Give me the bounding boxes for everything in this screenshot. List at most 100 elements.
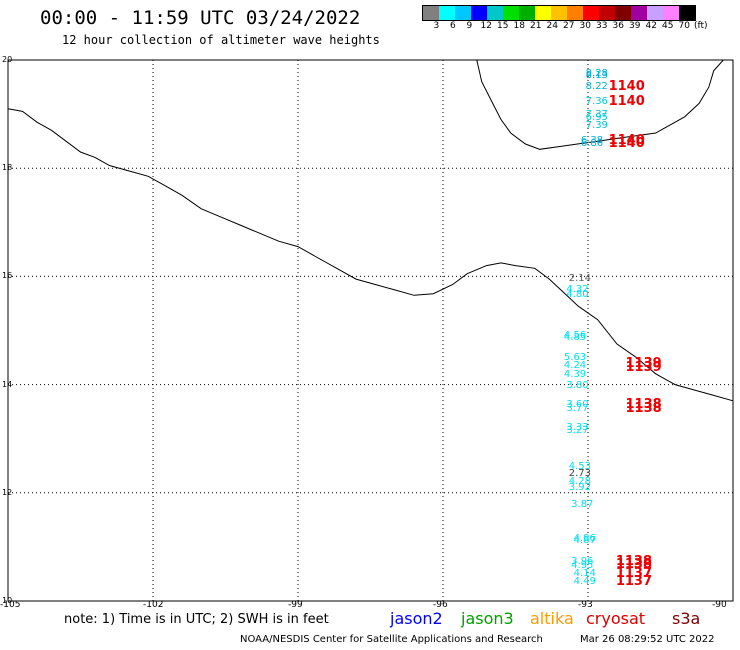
pass-number: 1137: [615, 574, 653, 590]
wave-height-value: 6.38: [580, 135, 604, 147]
latitude-tick-label: 12: [2, 487, 13, 497]
colorbar-label: 24: [546, 21, 558, 31]
wave-height-value: 4.14: [573, 567, 596, 579]
colorbar-swatch: [631, 6, 647, 20]
colorbar-label: 27: [563, 21, 575, 31]
longitude-tick-label: -99: [288, 600, 303, 610]
wave-height-value: 3.60: [566, 399, 589, 411]
gulf-coastline: [476, 59, 724, 150]
colorbar-swatch: [551, 6, 567, 20]
wave-height-value: 4.32: [566, 283, 589, 295]
mission-label-s3a: s3a: [672, 609, 701, 628]
wave-height-value: 4.49: [573, 576, 596, 588]
colorbar-swatch: [663, 6, 679, 20]
colorbar-label: 36: [612, 21, 624, 31]
coastline: [7, 59, 734, 402]
pass-number: 1139: [625, 360, 662, 376]
colorbar-swatch: [519, 6, 535, 20]
colorbar-swatch: [503, 6, 519, 20]
units-note: note: 1) Time is in UTC; 2) SWH is in fe…: [64, 612, 329, 627]
wave-height-value: 4.80: [566, 289, 589, 301]
colorbar-label: 42: [645, 21, 657, 31]
mission-label-jason3: jason3: [461, 609, 514, 628]
pass-number: 1137: [615, 565, 653, 581]
colorbar-swatch: [439, 6, 455, 20]
wave-height-value: 6.95: [585, 111, 608, 123]
credit-text: NOAA/NESDIS Center for Satellite Applica…: [240, 634, 543, 645]
wave-height-value: 4.87: [573, 535, 596, 547]
wave-height-value: 7.39: [585, 120, 608, 131]
wave-height-value: 7.37: [585, 109, 608, 121]
pass-number: 1138: [625, 400, 662, 416]
longitude-tick-label: -93: [578, 600, 593, 610]
colorbar-swatch: [599, 6, 615, 20]
longitude-tick-label: -96: [433, 600, 448, 610]
wave-height-value: 8.28: [585, 67, 608, 79]
colorbar-swatch: [567, 6, 583, 20]
wave-height-value: 3.77: [566, 402, 589, 414]
wave-height-value: 3.80: [566, 379, 589, 391]
colorbar-label: 18: [513, 21, 525, 31]
colorbar-swatch: [679, 6, 695, 20]
wave-height-value: 3.33: [566, 421, 589, 433]
wave-height-value: 7.36: [585, 96, 608, 108]
wave-height-value: 4.24: [563, 359, 587, 371]
pass-number: 1139: [625, 356, 662, 372]
wave-height-value: 8.13: [585, 70, 608, 82]
colorbar-swatch: [647, 6, 663, 20]
mission-label-altika: altika: [530, 609, 574, 628]
colorbar-label: 3: [433, 21, 440, 31]
pass-number: 1138: [625, 397, 662, 413]
wave-height-value: 3.27: [566, 424, 589, 436]
wave-height-value: 4.56: [563, 329, 587, 341]
map-subtitle: 12 hour collection of altimeter wave hei…: [62, 33, 380, 47]
colorbar-label: (ft): [694, 21, 708, 31]
wave-height-value: 4.39: [563, 368, 587, 380]
wave-height-value: 4.28: [568, 475, 592, 487]
longitude-tick-label: -102: [143, 600, 164, 610]
wave-height-value: 2.73: [568, 467, 592, 479]
wave-height-value: 6.86: [580, 137, 604, 149]
colorbar-swatch: [487, 6, 503, 20]
colorbar-label: 30: [579, 21, 591, 31]
latitude-tick-label: 18: [2, 163, 13, 173]
colorbar-label: 39: [629, 21, 641, 31]
colorbar-label: 21: [530, 21, 542, 31]
pass-number: 1140: [608, 94, 645, 110]
colorbar-swatch: [583, 6, 599, 20]
colorbar-label: 6: [450, 21, 456, 31]
longitude-tick-label: -90: [712, 600, 727, 610]
colorbar-label: 9: [466, 21, 473, 31]
wave-height-value: 3.96: [571, 556, 594, 568]
map-title: 00:00 - 11:59 UTC 03/24/2022: [40, 7, 361, 29]
colorbar-label: 70: [678, 21, 690, 31]
colorbar-label: 12: [480, 21, 492, 31]
wave-height-value: 3.87: [571, 498, 594, 510]
generated-timestamp: Mar 26 08:29:52 UTC 2022: [580, 634, 715, 645]
colorbar-swatch: [615, 6, 631, 20]
latitude-tick-label: 10: [2, 596, 13, 605]
pass-number: 1140: [608, 135, 645, 151]
wave-height-value: 5.63: [563, 351, 587, 363]
colorbar-label: 33: [596, 21, 608, 31]
pass-number: 1138: [615, 553, 653, 569]
wave-height-value: 4.85: [563, 332, 587, 344]
mission-label-jason2: jason2: [390, 609, 443, 628]
latitude-tick-label: 16: [2, 271, 13, 281]
wave-height-value: 4.86: [573, 532, 596, 544]
longitude-tick-label: -105: [0, 600, 21, 610]
pacific-coastline: [7, 108, 734, 402]
wave-height-value: 4.95: [571, 559, 594, 571]
lat-lon-grid: [8, 60, 733, 601]
wave-height-value: 2.14: [568, 273, 592, 285]
colorbar-label: 45: [662, 21, 674, 31]
latitude-tick-label: 20: [2, 55, 13, 64]
colorbar-swatch: [471, 6, 487, 20]
colorbar-label: 15: [497, 21, 509, 31]
latitude-tick-label: 14: [2, 379, 13, 389]
map-frame: [7, 59, 734, 602]
colorbar-swatch: [423, 6, 439, 20]
colorbar-swatch: [455, 6, 471, 20]
pass-number: 1140: [608, 133, 645, 149]
